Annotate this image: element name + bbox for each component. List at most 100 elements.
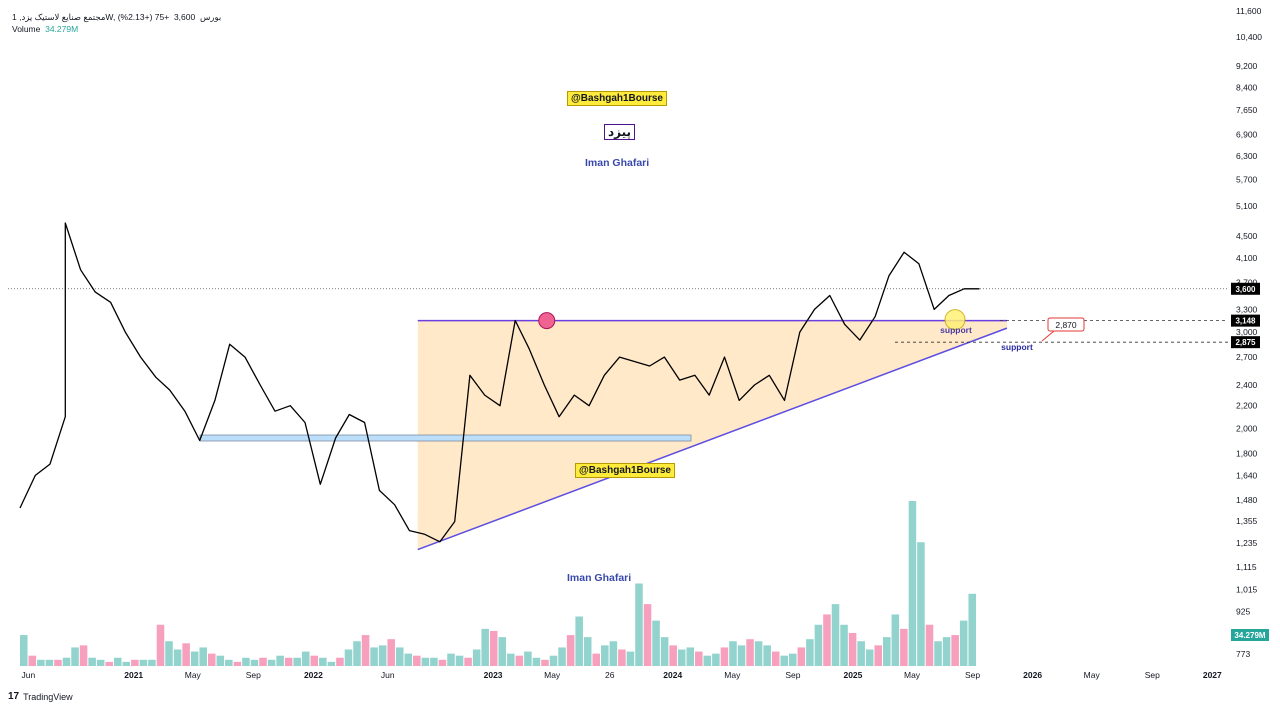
tradingview-brand[interactable]: 17 TradingView: [8, 691, 73, 702]
volume-bar: [609, 641, 618, 666]
x-tick-label: 2026: [1023, 670, 1042, 680]
author-label-top[interactable]: Iman Ghafari: [585, 157, 650, 169]
volume-bar: [113, 657, 122, 666]
volume-bar: [96, 659, 105, 666]
y-tick-label: 6,300: [1236, 151, 1258, 161]
x-tick-label: 2024: [663, 670, 682, 680]
x-tick-label: 2021: [124, 670, 143, 680]
y-tick-label: 925: [1236, 606, 1250, 616]
volume-bar: [601, 645, 609, 666]
volume-bar: [122, 661, 131, 666]
symbol-box[interactable]: پیزد: [604, 124, 636, 140]
volume-bar: [891, 614, 900, 666]
volume-bar: [524, 651, 532, 666]
volume-bar: [883, 637, 891, 666]
rising-support-trendline[interactable]: [417, 327, 1008, 551]
volume-bar: [857, 641, 865, 666]
volume-bar: [378, 645, 387, 666]
volume-bar: [507, 653, 515, 666]
price-axis-badge-label: 2,875: [1235, 338, 1256, 347]
volume-bar: [20, 635, 28, 666]
volume-value: 34.279M: [45, 24, 79, 34]
y-tick-label: 1,235: [1236, 538, 1258, 548]
volume-bar: [301, 651, 310, 666]
price-axis-badge: [1231, 336, 1260, 349]
target-callout-box[interactable]: [1047, 317, 1085, 332]
resistance-touch-marker[interactable]: [538, 312, 556, 330]
y-tick-label: 8,400: [1236, 83, 1258, 93]
volume-bar: [182, 643, 190, 666]
channel-tag-mid[interactable]: @Bashgah1Bourse: [575, 463, 675, 478]
volume-bar: [865, 649, 874, 666]
tradingview-logo-icon: 17: [8, 691, 20, 702]
volume-bar: [387, 639, 395, 666]
x-tick-label: Sep: [246, 670, 261, 680]
volume-bar: [643, 604, 652, 666]
triangle-pattern-fill: [417, 320, 1007, 550]
volume-bar: [874, 645, 883, 666]
x-tick-label: Sep: [965, 670, 980, 680]
volume-bar: [327, 661, 336, 666]
volume-bar: [677, 649, 686, 666]
volume-bar: [515, 655, 524, 666]
support-zone-box[interactable]: [199, 434, 692, 442]
volume-bar: [105, 661, 113, 666]
volume-bar: [421, 657, 430, 666]
price-series-line[interactable]: [19, 222, 980, 543]
volume-bar: [959, 620, 968, 666]
target-callout-label: 2,870: [1055, 320, 1077, 330]
y-tick-label: 2,400: [1236, 380, 1258, 390]
volume-bar: [489, 630, 498, 666]
volume-bar: [575, 616, 583, 666]
volume-bar: [566, 635, 575, 666]
volume-bar: [771, 651, 780, 666]
volume-bar: [353, 641, 361, 666]
volume-bar: [703, 655, 712, 666]
y-tick-label: 1,640: [1236, 470, 1258, 480]
volume-bar: [139, 659, 148, 666]
volume-bar: [592, 653, 601, 666]
x-tick-label: May: [544, 670, 561, 680]
volume-bar: [669, 645, 677, 666]
volume-bar: [729, 641, 737, 666]
volume-bar: [62, 657, 71, 666]
author-label-bottom[interactable]: Iman Ghafari: [567, 572, 632, 584]
last-price: 3,600: [173, 12, 196, 22]
volume-bar: [472, 649, 481, 666]
volume-bar: [361, 635, 370, 666]
volume-bar: [438, 659, 447, 666]
volume-bar: [746, 639, 754, 666]
price-axis-badge: [1231, 314, 1260, 327]
volume-bar: [806, 639, 814, 666]
volume-bar: [395, 647, 404, 666]
volume-axis-badge: [1231, 629, 1269, 641]
volume-bar: [583, 637, 592, 666]
x-tick-label: 2025: [843, 670, 862, 680]
volume-bar: [28, 655, 37, 666]
volume-bar: [951, 635, 959, 666]
volume-bar: [464, 657, 472, 666]
volume-bar: [558, 647, 566, 666]
price-change: +75 (+2.13%): [117, 12, 170, 22]
volume-bar: [908, 501, 917, 666]
volume-bar: [925, 624, 934, 666]
y-tick-label: 9,200: [1236, 61, 1258, 71]
volume-bar: [660, 637, 669, 666]
volume-bar: [45, 659, 54, 666]
volume-bar: [840, 624, 848, 666]
y-tick-label: 5,700: [1236, 175, 1258, 185]
volume-bar: [455, 655, 464, 666]
support-touch-marker[interactable]: [944, 309, 966, 331]
y-tick-label: 2,000: [1236, 423, 1258, 433]
volume-bar: [720, 647, 729, 666]
volume-bar: [225, 659, 233, 666]
channel-tag-top[interactable]: @Bashgah1Bourse: [567, 91, 667, 106]
chart-header: مجتمع صنایع لاستیک یزد, 1W, بورس 3,600 +…: [12, 11, 221, 35]
y-tick-label: 3,000: [1236, 327, 1258, 337]
volume-bar: [216, 655, 225, 666]
volume-bar: [336, 657, 344, 666]
volume-bar: [88, 657, 96, 666]
volume-bar: [276, 655, 284, 666]
volume-bar: [686, 647, 695, 666]
